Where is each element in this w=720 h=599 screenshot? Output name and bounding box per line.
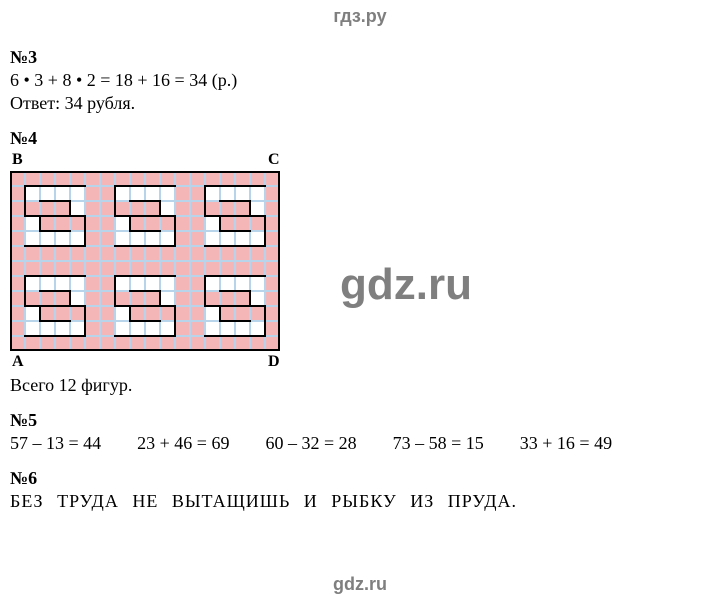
task4-number: №4 [10,128,710,149]
equation: 73 – 58 = 15 [393,433,484,454]
task3-expression: 6 • 3 + 8 • 2 = 18 + 16 = 34 (р.) [10,70,710,91]
watermark: gdz.ru [340,260,472,310]
task4-figure: B C A D [10,171,280,351]
task6-number: №6 [10,468,710,489]
figure-label-a: A [12,353,24,371]
task3-number: №3 [10,47,710,68]
task5-equations: 57 – 13 = 44 23 + 46 = 69 60 – 32 = 28 7… [10,433,710,454]
task3-answer: Ответ: 34 рубля. [10,93,710,114]
equation: 57 – 13 = 44 [10,433,101,454]
figure-label-d: D [268,353,280,371]
equation: 60 – 32 = 28 [265,433,356,454]
page-header: гдз.ру [0,0,720,27]
page-footer: gdz.ru [0,574,720,595]
figure-label-b: B [12,151,23,169]
task5-number: №5 [10,410,710,431]
task6-text: БЕЗ ТРУДА НЕ ВЫТАЩИШЬ И РЫБКУ ИЗ ПРУДА. [10,491,710,512]
figure-grid [10,171,280,351]
figure-label-c: C [268,151,280,169]
task4-answer: Всего 12 фигур. [10,375,710,396]
equation: 33 + 16 = 49 [520,433,612,454]
equation: 23 + 46 = 69 [137,433,229,454]
